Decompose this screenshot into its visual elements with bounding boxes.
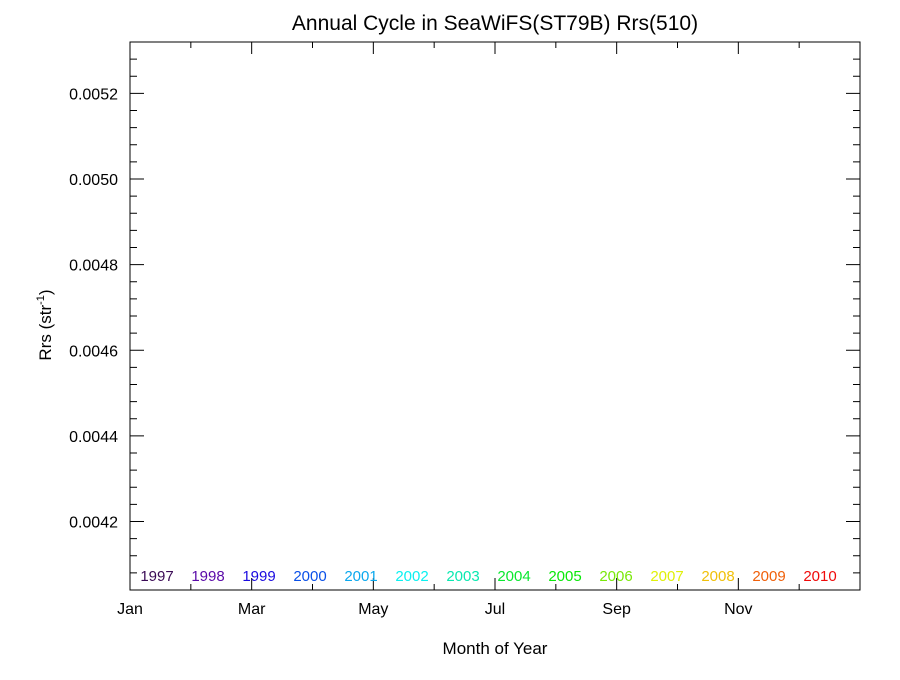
- legend-entry: 1997: [140, 568, 173, 585]
- legend-entry: 2004: [497, 568, 530, 585]
- legend-entry: 2007: [650, 568, 683, 585]
- x-axis: Jan Mar May Jul Sep Nov: [117, 42, 800, 618]
- x-axis-label: Month of Year: [443, 639, 548, 658]
- x-tick-label: Sep: [602, 601, 631, 618]
- x-tick-label: Jul: [485, 601, 505, 618]
- y-axis-label-sup: -1: [35, 295, 47, 305]
- y-tick-label: 0.0050: [69, 172, 118, 189]
- legend: 1997 1998 1999 2000 2001 2002 2003 2004 2005 2006…: [140, 568, 836, 585]
- x-tick-label: Jan: [117, 601, 143, 618]
- y-tick-label: 0.0048: [69, 258, 118, 275]
- legend-entry: 2008: [701, 568, 734, 585]
- chart-title: Annual Cycle in SeaWiFS(ST79B) Rrs(510): [292, 12, 698, 35]
- y-axis-label-main: Rrs (str: [36, 305, 55, 361]
- plot-frame: [129, 41, 861, 591]
- y-tick-label: 0.0046: [69, 343, 118, 360]
- legend-entry: 2005: [548, 568, 581, 585]
- legend-entry: 1999: [242, 568, 275, 585]
- y-tick-label: 0.0044: [69, 429, 118, 446]
- x-tick-label: Mar: [238, 601, 266, 618]
- x-tick-label: May: [358, 601, 388, 618]
- legend-entry: 2006: [599, 568, 632, 585]
- legend-entry: 2003: [446, 568, 479, 585]
- legend-entry: 2009: [752, 568, 785, 585]
- y-tick-label: 0.0042: [69, 515, 118, 532]
- legend-entry: 1998: [191, 568, 224, 585]
- legend-entry: 2002: [395, 568, 428, 585]
- y-axis-label: Rrs (str-1): [35, 289, 55, 360]
- legend-entry: 2010: [803, 568, 836, 585]
- legend-entry: 2001: [344, 568, 377, 585]
- y-axis-label-close: ): [36, 289, 55, 295]
- plot-border: [129, 41, 861, 591]
- y-axis: 0.0042 0.0044 0.0046 0.0048 0.0050 0.0052: [69, 58, 860, 574]
- y-tick-label: 0.0052: [69, 86, 118, 103]
- x-tick-label: Nov: [724, 601, 752, 618]
- legend-entry: 2000: [293, 568, 326, 585]
